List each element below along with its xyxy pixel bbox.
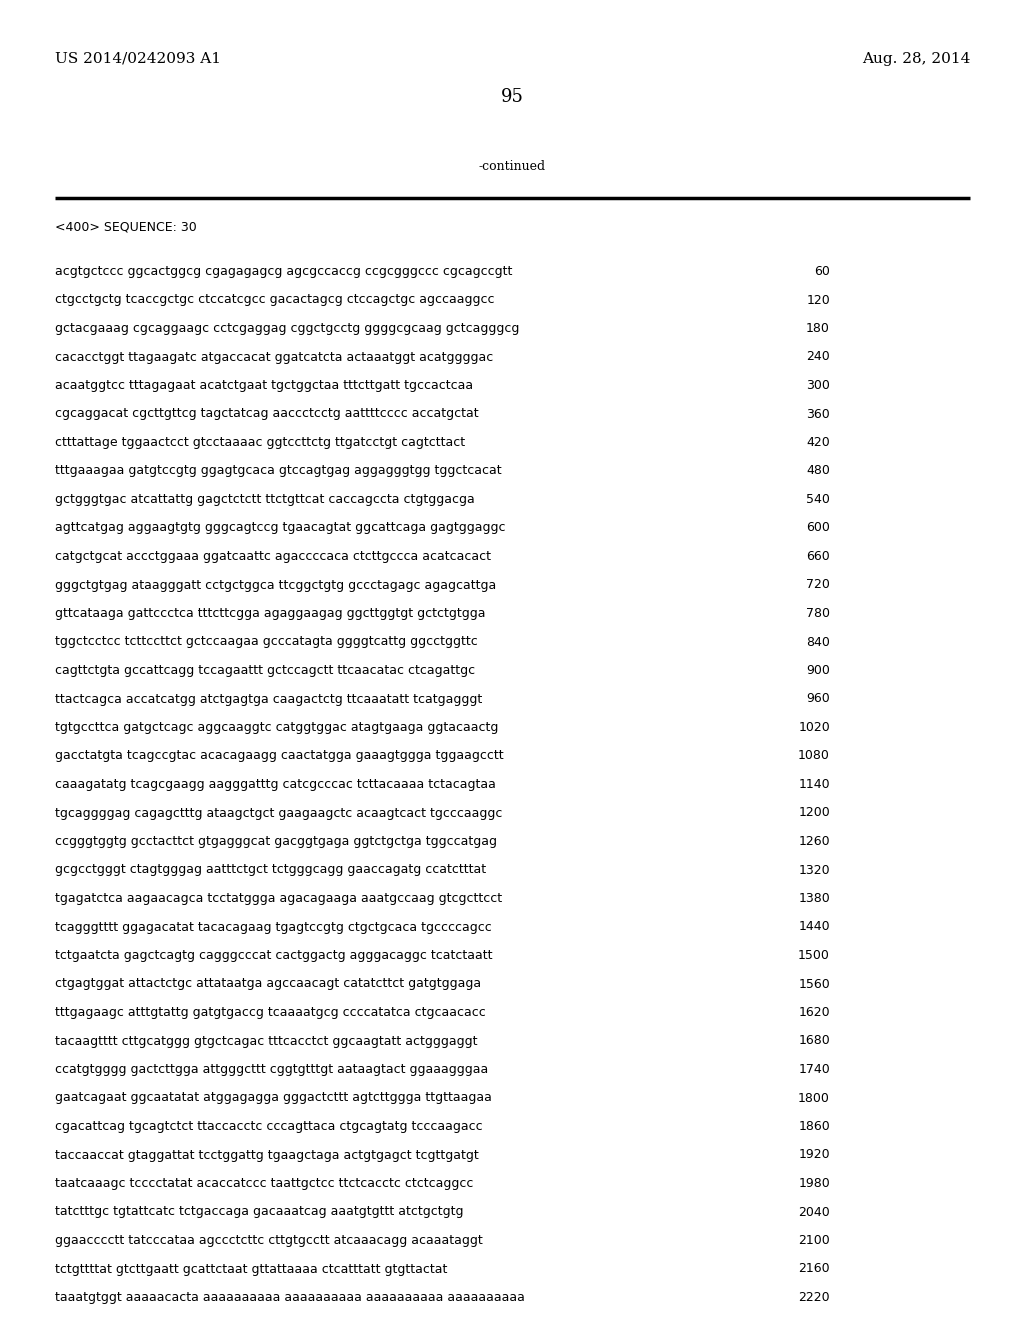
- Text: tctgaatcta gagctcagtg cagggcccat cactggactg agggacaggc tcatctaatt: tctgaatcta gagctcagtg cagggcccat cactgga…: [55, 949, 493, 962]
- Text: 780: 780: [806, 607, 830, 620]
- Text: tctgttttat gtcttgaatt gcattctaat gttattaaaa ctcatttatt gtgttactat: tctgttttat gtcttgaatt gcattctaat gttatta…: [55, 1262, 447, 1275]
- Text: 1440: 1440: [799, 920, 830, 933]
- Text: 1380: 1380: [799, 892, 830, 906]
- Text: 1020: 1020: [799, 721, 830, 734]
- Text: ctgcctgctg tcaccgctgc ctccatcgcc gacactagcg ctccagctgc agccaaggcc: ctgcctgctg tcaccgctgc ctccatcgcc gacacta…: [55, 293, 495, 306]
- Text: 2220: 2220: [799, 1291, 830, 1304]
- Text: ggaacccctt tatcccataa agccctcttc cttgtgcctt atcaaacagg acaaataggt: ggaacccctt tatcccataa agccctcttc cttgtgc…: [55, 1234, 482, 1247]
- Text: tatctttgc tgtattcatc tctgaccaga gacaaatcag aaatgtgttt atctgctgtg: tatctttgc tgtattcatc tctgaccaga gacaaatc…: [55, 1205, 464, 1218]
- Text: cacacctggt ttagaagatc atgaccacat ggatcatcta actaaatggt acatggggac: cacacctggt ttagaagatc atgaccacat ggatcat…: [55, 351, 494, 363]
- Text: agttcatgag aggaagtgtg gggcagtccg tgaacagtat ggcattcaga gagtggaggc: agttcatgag aggaagtgtg gggcagtccg tgaacag…: [55, 521, 506, 535]
- Text: 540: 540: [806, 492, 830, 506]
- Text: ttactcagca accatcatgg atctgagtga caagactctg ttcaaatatt tcatgagggt: ttactcagca accatcatgg atctgagtga caagact…: [55, 693, 482, 705]
- Text: gggctgtgag ataagggatt cctgctggca ttcggctgtg gccctagagc agagcattga: gggctgtgag ataagggatt cctgctggca ttcggct…: [55, 578, 497, 591]
- Text: caaagatatg tcagcgaagg aagggatttg catcgcccac tcttacaaaa tctacagtaa: caaagatatg tcagcgaagg aagggatttg catcgcc…: [55, 777, 496, 791]
- Text: ctgagtggat attactctgc attataatga agccaacagt catatcttct gatgtggaga: ctgagtggat attactctgc attataatga agccaac…: [55, 978, 481, 990]
- Text: 1860: 1860: [799, 1119, 830, 1133]
- Text: 1800: 1800: [798, 1092, 830, 1105]
- Text: Aug. 28, 2014: Aug. 28, 2014: [861, 51, 970, 66]
- Text: 2040: 2040: [799, 1205, 830, 1218]
- Text: catgctgcat accctggaaa ggatcaattc agaccccaca ctcttgccca acatcacact: catgctgcat accctggaaa ggatcaattc agacccc…: [55, 550, 490, 564]
- Text: 360: 360: [806, 408, 830, 421]
- Text: 1500: 1500: [798, 949, 830, 962]
- Text: 1320: 1320: [799, 863, 830, 876]
- Text: 1980: 1980: [799, 1177, 830, 1191]
- Text: gaatcagaat ggcaatatat atggagagga gggactcttt agtcttggga ttgttaagaa: gaatcagaat ggcaatatat atggagagga gggactc…: [55, 1092, 492, 1105]
- Text: 2160: 2160: [799, 1262, 830, 1275]
- Text: 720: 720: [806, 578, 830, 591]
- Text: taccaaccat gtaggattat tcctggattg tgaagctaga actgtgagct tcgttgatgt: taccaaccat gtaggattat tcctggattg tgaagct…: [55, 1148, 479, 1162]
- Text: acgtgctccc ggcactggcg cgagagagcg agcgccaccg ccgcgggccc cgcagccgtt: acgtgctccc ggcactggcg cgagagagcg agcgcca…: [55, 265, 512, 279]
- Text: 240: 240: [806, 351, 830, 363]
- Text: 60: 60: [814, 265, 830, 279]
- Text: 300: 300: [806, 379, 830, 392]
- Text: taaatgtggt aaaaacacta aaaaaaaaaa aaaaaaaaaa aaaaaaaaaa aaaaaaaaaa: taaatgtggt aaaaacacta aaaaaaaaaa aaaaaaa…: [55, 1291, 525, 1304]
- Text: tggctcctcc tcttccttct gctccaagaa gcccatagta ggggtcattg ggcctggttc: tggctcctcc tcttccttct gctccaagaa gcccata…: [55, 635, 478, 648]
- Text: tgcaggggag cagagctttg ataagctgct gaagaagctc acaagtcact tgcccaaggc: tgcaggggag cagagctttg ataagctgct gaagaag…: [55, 807, 503, 820]
- Text: 480: 480: [806, 465, 830, 478]
- Text: <400> SEQUENCE: 30: <400> SEQUENCE: 30: [55, 220, 197, 234]
- Text: 120: 120: [806, 293, 830, 306]
- Text: 900: 900: [806, 664, 830, 677]
- Text: 1260: 1260: [799, 836, 830, 847]
- Text: 1560: 1560: [799, 978, 830, 990]
- Text: 1140: 1140: [799, 777, 830, 791]
- Text: 1080: 1080: [798, 750, 830, 763]
- Text: cagttctgta gccattcagg tccagaattt gctccagctt ttcaacatac ctcagattgc: cagttctgta gccattcagg tccagaattt gctccag…: [55, 664, 475, 677]
- Text: 1620: 1620: [799, 1006, 830, 1019]
- Text: gttcataaga gattccctca tttcttcgga agaggaagag ggcttggtgt gctctgtgga: gttcataaga gattccctca tttcttcgga agaggaa…: [55, 607, 485, 620]
- Text: gctgggtgac atcattattg gagctctctt ttctgttcat caccagccta ctgtggacga: gctgggtgac atcattattg gagctctctt ttctgtt…: [55, 492, 475, 506]
- Text: 1740: 1740: [799, 1063, 830, 1076]
- Text: gctacgaaag cgcaggaagc cctcgaggag cggctgcctg ggggcgcaag gctcagggcg: gctacgaaag cgcaggaagc cctcgaggag cggctgc…: [55, 322, 519, 335]
- Text: tttgaaagaa gatgtccgtg ggagtgcaca gtccagtgag aggagggtgg tggctcacat: tttgaaagaa gatgtccgtg ggagtgcaca gtccagt…: [55, 465, 502, 478]
- Text: ccgggtggtg gcctacttct gtgagggcat gacggtgaga ggtctgctga tggccatgag: ccgggtggtg gcctacttct gtgagggcat gacggtg…: [55, 836, 497, 847]
- Text: 95: 95: [501, 88, 523, 106]
- Text: 960: 960: [806, 693, 830, 705]
- Text: 2100: 2100: [799, 1234, 830, 1247]
- Text: 1680: 1680: [799, 1035, 830, 1048]
- Text: 600: 600: [806, 521, 830, 535]
- Text: gacctatgta tcagccgtac acacagaagg caactatgga gaaagtggga tggaagcctt: gacctatgta tcagccgtac acacagaagg caactat…: [55, 750, 504, 763]
- Text: ctttattage tggaactcct gtcctaaaac ggtccttctg ttgatcctgt cagtcttact: ctttattage tggaactcct gtcctaaaac ggtcctt…: [55, 436, 465, 449]
- Text: tacaagtttt cttgcatggg gtgctcagac tttcacctct ggcaagtatt actgggaggt: tacaagtttt cttgcatggg gtgctcagac tttcacc…: [55, 1035, 477, 1048]
- Text: 1200: 1200: [799, 807, 830, 820]
- Text: 840: 840: [806, 635, 830, 648]
- Text: 180: 180: [806, 322, 830, 335]
- Text: ccatgtgggg gactcttgga attgggcttt cggtgtttgt aataagtact ggaaagggaa: ccatgtgggg gactcttgga attgggcttt cggtgtt…: [55, 1063, 488, 1076]
- Text: -continued: -continued: [478, 160, 546, 173]
- Text: taatcaaagc tcccctatat acaccatccc taattgctcc ttctcacctc ctctcaggcc: taatcaaagc tcccctatat acaccatccc taattgc…: [55, 1177, 473, 1191]
- Text: 420: 420: [806, 436, 830, 449]
- Text: cgacattcag tgcagtctct ttaccacctc cccagttaca ctgcagtatg tcccaagacc: cgacattcag tgcagtctct ttaccacctc cccagtt…: [55, 1119, 482, 1133]
- Text: tcagggtttt ggagacatat tacacagaag tgagtccgtg ctgctgcaca tgccccagcc: tcagggtttt ggagacatat tacacagaag tgagtcc…: [55, 920, 492, 933]
- Text: tttgagaagc atttgtattg gatgtgaccg tcaaaatgcg ccccatatca ctgcaacacc: tttgagaagc atttgtattg gatgtgaccg tcaaaat…: [55, 1006, 485, 1019]
- Text: US 2014/0242093 A1: US 2014/0242093 A1: [55, 51, 221, 66]
- Text: acaatggtcc tttagagaat acatctgaat tgctggctaa tttcttgatt tgccactcaa: acaatggtcc tttagagaat acatctgaat tgctggc…: [55, 379, 473, 392]
- Text: cgcaggacat cgcttgttcg tagctatcag aaccctcctg aattttcccc accatgctat: cgcaggacat cgcttgttcg tagctatcag aaccctc…: [55, 408, 478, 421]
- Text: tgtgccttca gatgctcagc aggcaaggtc catggtggac atagtgaaga ggtacaactg: tgtgccttca gatgctcagc aggcaaggtc catggtg…: [55, 721, 499, 734]
- Text: tgagatctca aagaacagca tcctatggga agacagaaga aaatgccaag gtcgcttcct: tgagatctca aagaacagca tcctatggga agacaga…: [55, 892, 502, 906]
- Text: 660: 660: [806, 550, 830, 564]
- Text: gcgcctgggt ctagtgggag aatttctgct tctgggcagg gaaccagatg ccatctttat: gcgcctgggt ctagtgggag aatttctgct tctgggc…: [55, 863, 486, 876]
- Text: 1920: 1920: [799, 1148, 830, 1162]
